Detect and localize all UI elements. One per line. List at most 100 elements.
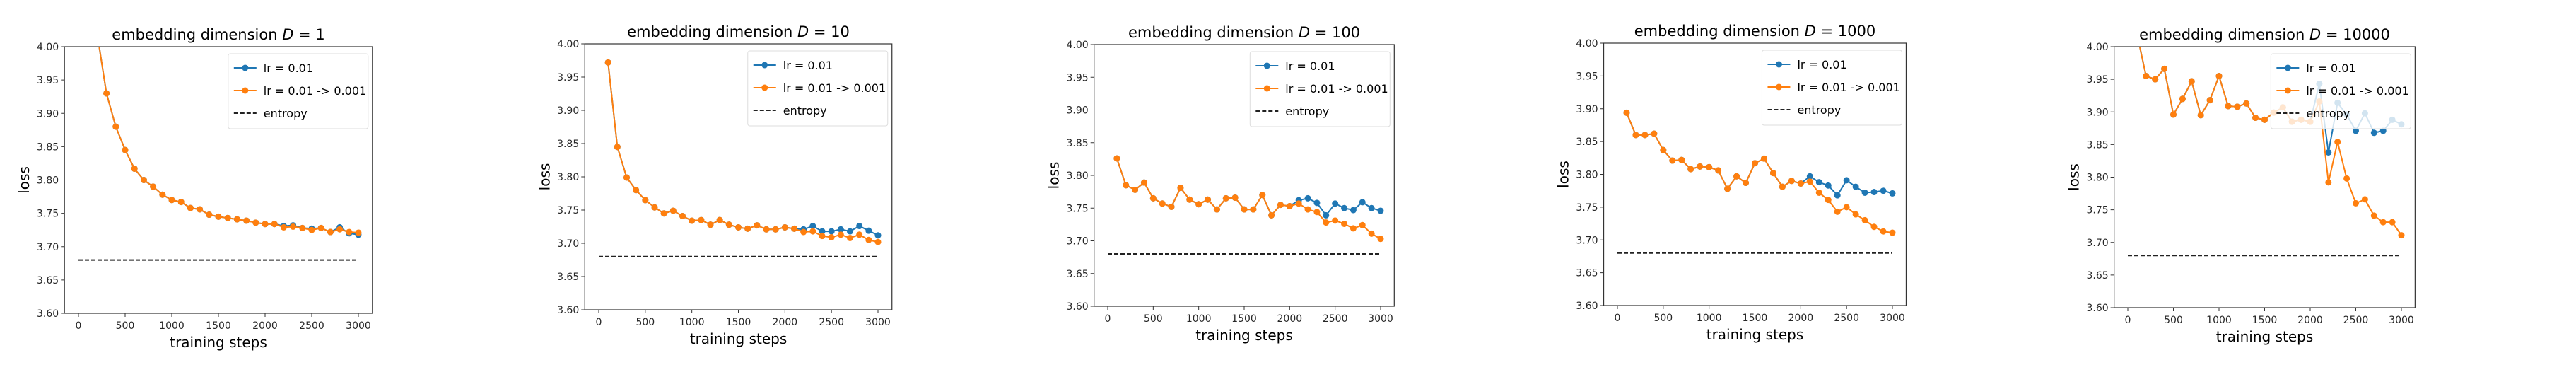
y-tick-label: 3.75 xyxy=(557,205,579,216)
y-axis-label: loss xyxy=(16,166,33,194)
y-tick-label: 3.90 xyxy=(1067,105,1089,117)
data-point xyxy=(1250,206,1257,213)
data-point xyxy=(2334,139,2341,146)
x-tick-label: 2500 xyxy=(2343,315,2369,326)
y-tick-label: 3.90 xyxy=(1576,104,1598,115)
data-point xyxy=(1870,189,1878,196)
legend-marker xyxy=(761,84,768,91)
x-tick-label: 0 xyxy=(596,317,602,328)
data-point xyxy=(1760,155,1767,162)
x-tick-label: 1000 xyxy=(2206,315,2232,326)
title-variable: D xyxy=(282,26,293,43)
data-point xyxy=(1889,190,1896,197)
y-tick-label: 4.00 xyxy=(557,39,579,50)
data-point xyxy=(847,228,853,235)
y-tick-label: 3.80 xyxy=(557,172,579,183)
data-point xyxy=(1806,173,1813,180)
x-tick-label: 2000 xyxy=(2297,315,2323,326)
y-tick-label: 3.70 xyxy=(37,242,59,253)
title-text: embedding dimension xyxy=(112,26,282,43)
y-tick-label: 3.75 xyxy=(1067,203,1089,214)
legend-label: lr = 0.01 -> 0.001 xyxy=(1797,81,1899,94)
series-lr = 0.01 -> 0.001 xyxy=(2138,47,2405,239)
data-point xyxy=(1332,200,1339,207)
data-point xyxy=(1350,207,1357,214)
data-point xyxy=(679,212,686,219)
data-point xyxy=(1350,225,1357,232)
data-point xyxy=(2188,78,2195,85)
subplot-1: embedding dimension D = 1 0 500 1000 1500 200… xyxy=(16,26,373,351)
axes-frame xyxy=(64,46,373,314)
data-point xyxy=(1651,130,1658,137)
x-tick-label: 1000 xyxy=(1186,313,1212,325)
data-point xyxy=(2353,199,2359,207)
y-axis-label: loss xyxy=(1555,161,1572,188)
x-tick-label: 500 xyxy=(1144,313,1163,325)
y-tick-label: 4.00 xyxy=(2086,42,2108,53)
data-point xyxy=(187,204,194,211)
data-point xyxy=(1323,219,1330,226)
legend-label: lr = 0.01 xyxy=(264,62,313,75)
data-point xyxy=(2252,115,2259,122)
plot-area xyxy=(599,59,882,257)
title-value: = 100 xyxy=(1310,24,1360,41)
legend-box xyxy=(2270,53,2411,129)
data-point xyxy=(1205,196,1212,203)
x-tick-label: 3000 xyxy=(346,320,371,332)
legend-marker xyxy=(2284,64,2291,71)
y-tick-label: 3.95 xyxy=(1067,72,1089,83)
data-point xyxy=(865,227,872,234)
data-point xyxy=(1861,189,1868,196)
y-tick-label: 3.95 xyxy=(2086,74,2108,86)
data-point xyxy=(1277,202,1284,209)
legend-label: lr = 0.01 xyxy=(783,59,833,72)
y-tick-label: 3.70 xyxy=(1576,235,1598,246)
data-point xyxy=(1889,229,1896,236)
data-point xyxy=(2370,212,2377,219)
x-axis-label: training steps xyxy=(1706,326,1804,343)
data-point xyxy=(763,226,770,233)
data-point xyxy=(633,187,640,194)
chart-title: embedding dimension D = 10000 xyxy=(2139,26,2390,43)
data-point xyxy=(2370,129,2377,137)
data-point xyxy=(819,233,826,240)
x-tick-label: 1500 xyxy=(1231,313,1257,325)
y-tick-label: 3.60 xyxy=(37,308,59,320)
y-tick-label: 4.00 xyxy=(1067,40,1089,51)
data-point xyxy=(1368,204,1375,211)
data-point xyxy=(1733,173,1740,180)
y-tick-label: 3.95 xyxy=(1576,71,1598,82)
data-point xyxy=(1368,230,1375,237)
data-point xyxy=(2325,179,2332,186)
data-point xyxy=(2353,127,2359,134)
y-tick-label: 3.60 xyxy=(1067,301,1089,313)
data-point xyxy=(2143,73,2150,80)
data-point xyxy=(781,223,788,231)
data-point xyxy=(122,146,129,153)
data-point xyxy=(1359,221,1366,228)
data-point xyxy=(614,144,621,151)
data-point xyxy=(112,123,119,130)
data-point xyxy=(1815,189,1822,196)
data-point xyxy=(94,30,100,37)
subplot-4: embedding dimension D = 1000 0 500 1000 1500… xyxy=(1555,23,1907,343)
series-line xyxy=(1626,112,1893,234)
legend-label: entropy xyxy=(783,104,827,117)
data-point xyxy=(1797,180,1804,187)
data-point xyxy=(1687,166,1694,173)
data-point xyxy=(317,224,324,231)
x-tick-label: 1000 xyxy=(679,317,705,328)
axes-frame xyxy=(1603,42,1907,306)
legend: lr = 0.01 lr = 0.01 -> 0.001 entropy xyxy=(1761,50,1902,126)
x-tick-label: 3000 xyxy=(2389,315,2414,326)
legend-label: lr = 0.01 xyxy=(1797,58,1846,71)
y-tick-label: 3.85 xyxy=(1067,138,1089,149)
x-tick-label: 500 xyxy=(116,320,135,332)
data-point xyxy=(233,216,240,223)
y-tick-label: 3.85 xyxy=(37,141,59,153)
y-tick-label: 3.70 xyxy=(557,238,579,250)
data-point xyxy=(1377,236,1384,243)
data-point xyxy=(150,183,157,190)
axes-frame xyxy=(584,43,893,310)
data-point xyxy=(1815,179,1822,186)
